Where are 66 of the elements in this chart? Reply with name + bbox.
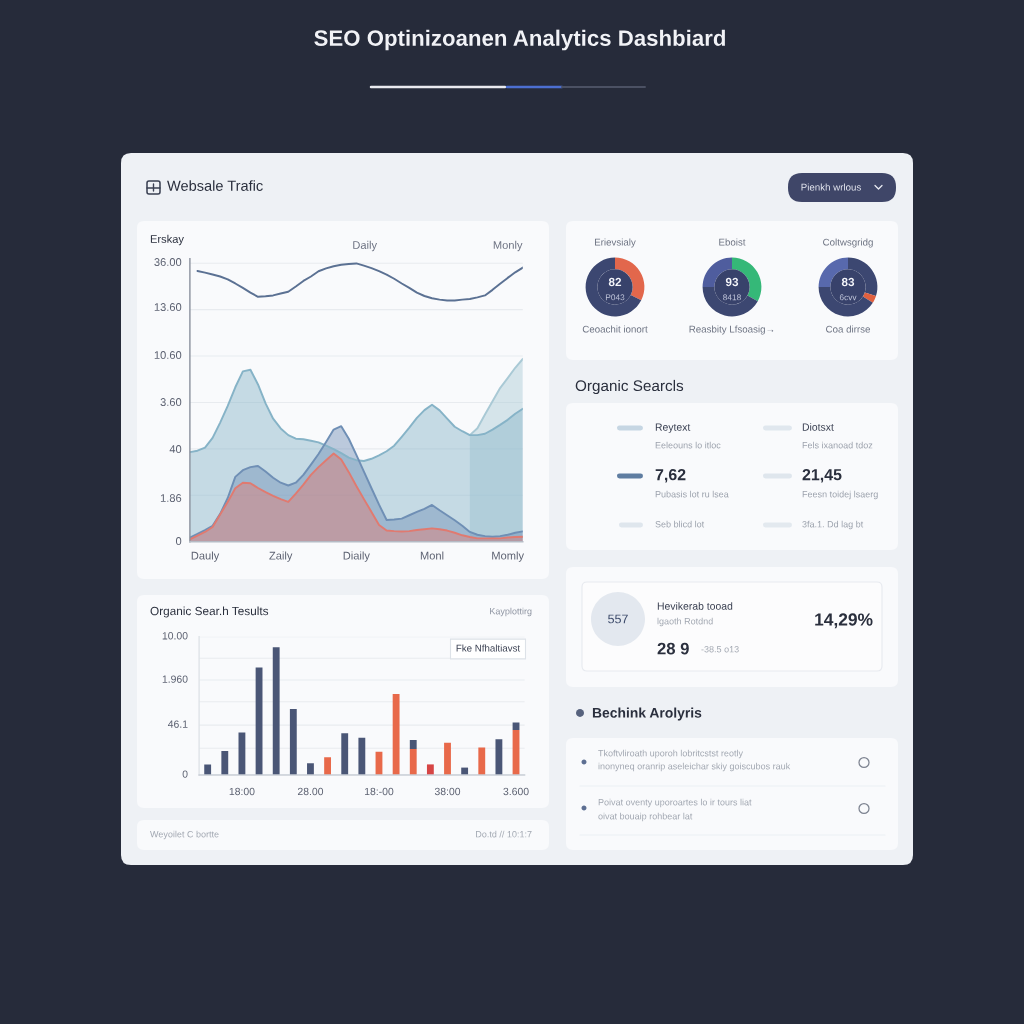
text: 1.86 (160, 494, 182, 502)
text: 3.60 (160, 398, 182, 406)
text: Weyoilet C bortte (150, 830, 219, 840)
text: Hevikerab tooad (657, 602, 733, 610)
x-tick-label: 28.00 (297, 787, 324, 796)
text: 7,62 (655, 468, 686, 483)
x-tick-label: Diaily (343, 551, 370, 562)
text: Tkoftvliroath uporoh lobritcstst reotly (598, 749, 743, 759)
text: 3fa.1. Dd lag bt (802, 520, 864, 530)
text: Pienkh wrlous (801, 183, 861, 191)
chart-title: Coltwsgridg (823, 238, 873, 248)
x-tick-label: 18:00 (229, 787, 255, 796)
text: 83 (841, 277, 855, 287)
text: 0 (175, 537, 182, 545)
text: Reytext (655, 423, 691, 433)
text: SEO Optinizoanen Analytics Dashbiard (314, 29, 725, 51)
text: P043 (605, 294, 625, 301)
text: Feesn toidej lsaerg (802, 490, 878, 500)
y-axis-title: Erskay (150, 234, 184, 246)
chart-title: Organic Sear.h Tesults (150, 606, 269, 618)
text: oivat bouaip rohbear lat (598, 812, 693, 822)
text: Websale Trafic (167, 180, 263, 191)
text: Organic Searcls (575, 379, 684, 395)
text: 93 (725, 277, 739, 287)
text: Eeleouns lo itloc (655, 441, 721, 449)
chart-title: Erievsialy (595, 238, 636, 248)
text: Monly (493, 240, 523, 252)
x-tick-label: Zaily (269, 551, 293, 562)
x-tick-label: 3.600 (503, 787, 529, 796)
text: 28 9 (657, 642, 689, 655)
chart-title: Eboist (719, 238, 746, 246)
text: 557 (608, 614, 628, 624)
text: 36.00 (154, 258, 182, 266)
text: 21,45 (802, 468, 842, 483)
text: Bechink Arolyris (592, 707, 702, 721)
text: Ceoachit ionort (582, 325, 648, 333)
text: inonyneq oranrip aseleichar skiy goiscubos rauk (598, 762, 791, 772)
text: 1.960 (162, 675, 188, 683)
text: Pubasis lot ru lsea (655, 490, 729, 498)
text: Fels ixanoad tdoz (802, 441, 873, 449)
text: Do.td // 10:1:7 (476, 830, 532, 838)
text: Reasbity Lfsoasig→ (689, 325, 774, 335)
x-tick-label: Monl (420, 551, 444, 560)
x-tick-label: 38:00 (434, 787, 461, 796)
text: Kayplottirg (490, 607, 532, 617)
text: -38.5 o13 (701, 646, 739, 653)
text: 40 (169, 445, 182, 453)
text: 10.60 (154, 351, 182, 359)
x-tick-label: Momly (492, 551, 525, 562)
text: 14,29% (815, 613, 873, 629)
text: 10.00 (162, 632, 188, 640)
text: lgaoth Rotdnd (657, 617, 713, 627)
text: 6cvv (839, 294, 857, 301)
text: Seb blicd lot (655, 520, 705, 528)
text: 0 (182, 770, 188, 778)
x-tick-label: Dauly (191, 551, 220, 562)
text: Daily (353, 240, 378, 252)
text: 82 (608, 277, 622, 287)
text: Coa dirrse (826, 325, 870, 333)
text: Poivat oventy uporoartes lo ir tours liat (598, 798, 752, 808)
text: 13.60 (154, 303, 182, 311)
text: 46.1 (167, 720, 188, 728)
annotation: Fke Nfhaltiavst (456, 644, 521, 652)
text: 8418 (723, 294, 741, 301)
x-tick-label: 18:-00 (365, 787, 394, 796)
text: Diotsxt (802, 423, 834, 431)
